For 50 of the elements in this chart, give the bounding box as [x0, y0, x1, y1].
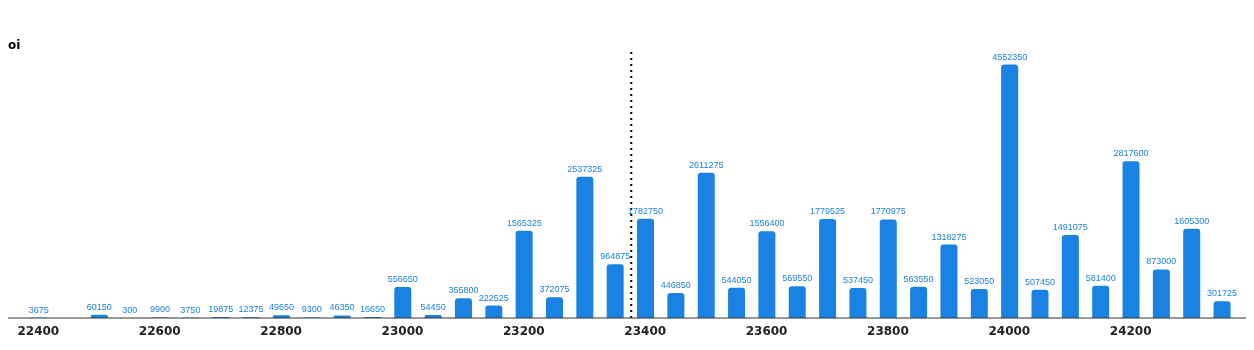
data-label: 46350 [329, 302, 355, 313]
data-label: 507450 [1024, 276, 1056, 287]
x-tick-label: 22800 [260, 323, 302, 338]
data-label: 556650 [387, 274, 418, 285]
data-label: 19875 [208, 303, 234, 314]
data-label: 2611275 [689, 159, 724, 170]
data-label: 3750 [180, 304, 201, 315]
data-label: 3675 [28, 304, 49, 315]
data-label: 54450 [420, 301, 446, 312]
data-label: 563550 [903, 273, 934, 284]
x-tick-label: 22400 [17, 323, 60, 338]
data-label: 222525 [478, 292, 509, 303]
data-label: 1782750 [628, 205, 664, 216]
data-label: 1770975 [870, 206, 906, 217]
x-tick-label: 24000 [988, 323, 1031, 338]
data-label: 1556400 [749, 218, 785, 229]
data-label: 537450 [842, 275, 873, 286]
data-label: 1318275 [931, 231, 967, 242]
data-label: 1605300 [1174, 215, 1210, 226]
data-label: 581400 [1085, 272, 1116, 283]
x-tick-label: 23800 [867, 323, 909, 338]
data-label: 4552350 [992, 51, 1028, 62]
x-tick-label: 23200 [502, 323, 545, 338]
y-axis-title: oi [8, 38, 21, 52]
data-label: 2537325 [567, 163, 603, 174]
x-tick-label: 23400 [624, 323, 667, 338]
data-label: 60150 [86, 301, 112, 312]
data-label: 1491075 [1052, 221, 1088, 232]
data-label: 964875 [600, 251, 631, 262]
x-tick-label: 23600 [745, 323, 788, 338]
data-label: 12375 [238, 304, 264, 315]
data-label: 300 [122, 304, 138, 315]
data-label: 873000 [1146, 256, 1177, 267]
data-label: 569550 [782, 273, 813, 284]
data-label: 16650 [359, 304, 385, 315]
data-label: 544050 [721, 274, 752, 285]
data-label: 355800 [448, 285, 479, 296]
data-label: 523050 [964, 275, 995, 286]
data-label: 49650 [268, 302, 294, 313]
data-label: 1565325 [506, 217, 542, 228]
data-label: 372075 [539, 284, 570, 295]
data-label: 9300 [301, 304, 322, 315]
data-label: 1779525 [810, 205, 846, 216]
data-label: 446850 [660, 280, 691, 291]
x-tick-label: 22600 [138, 323, 181, 338]
data-label: 301725 [1207, 288, 1238, 299]
x-tick-label: 24200 [1109, 323, 1152, 338]
data-label: 2817600 [1113, 148, 1149, 159]
data-label: 9900 [150, 304, 171, 315]
x-tick-label: 23000 [381, 323, 424, 338]
